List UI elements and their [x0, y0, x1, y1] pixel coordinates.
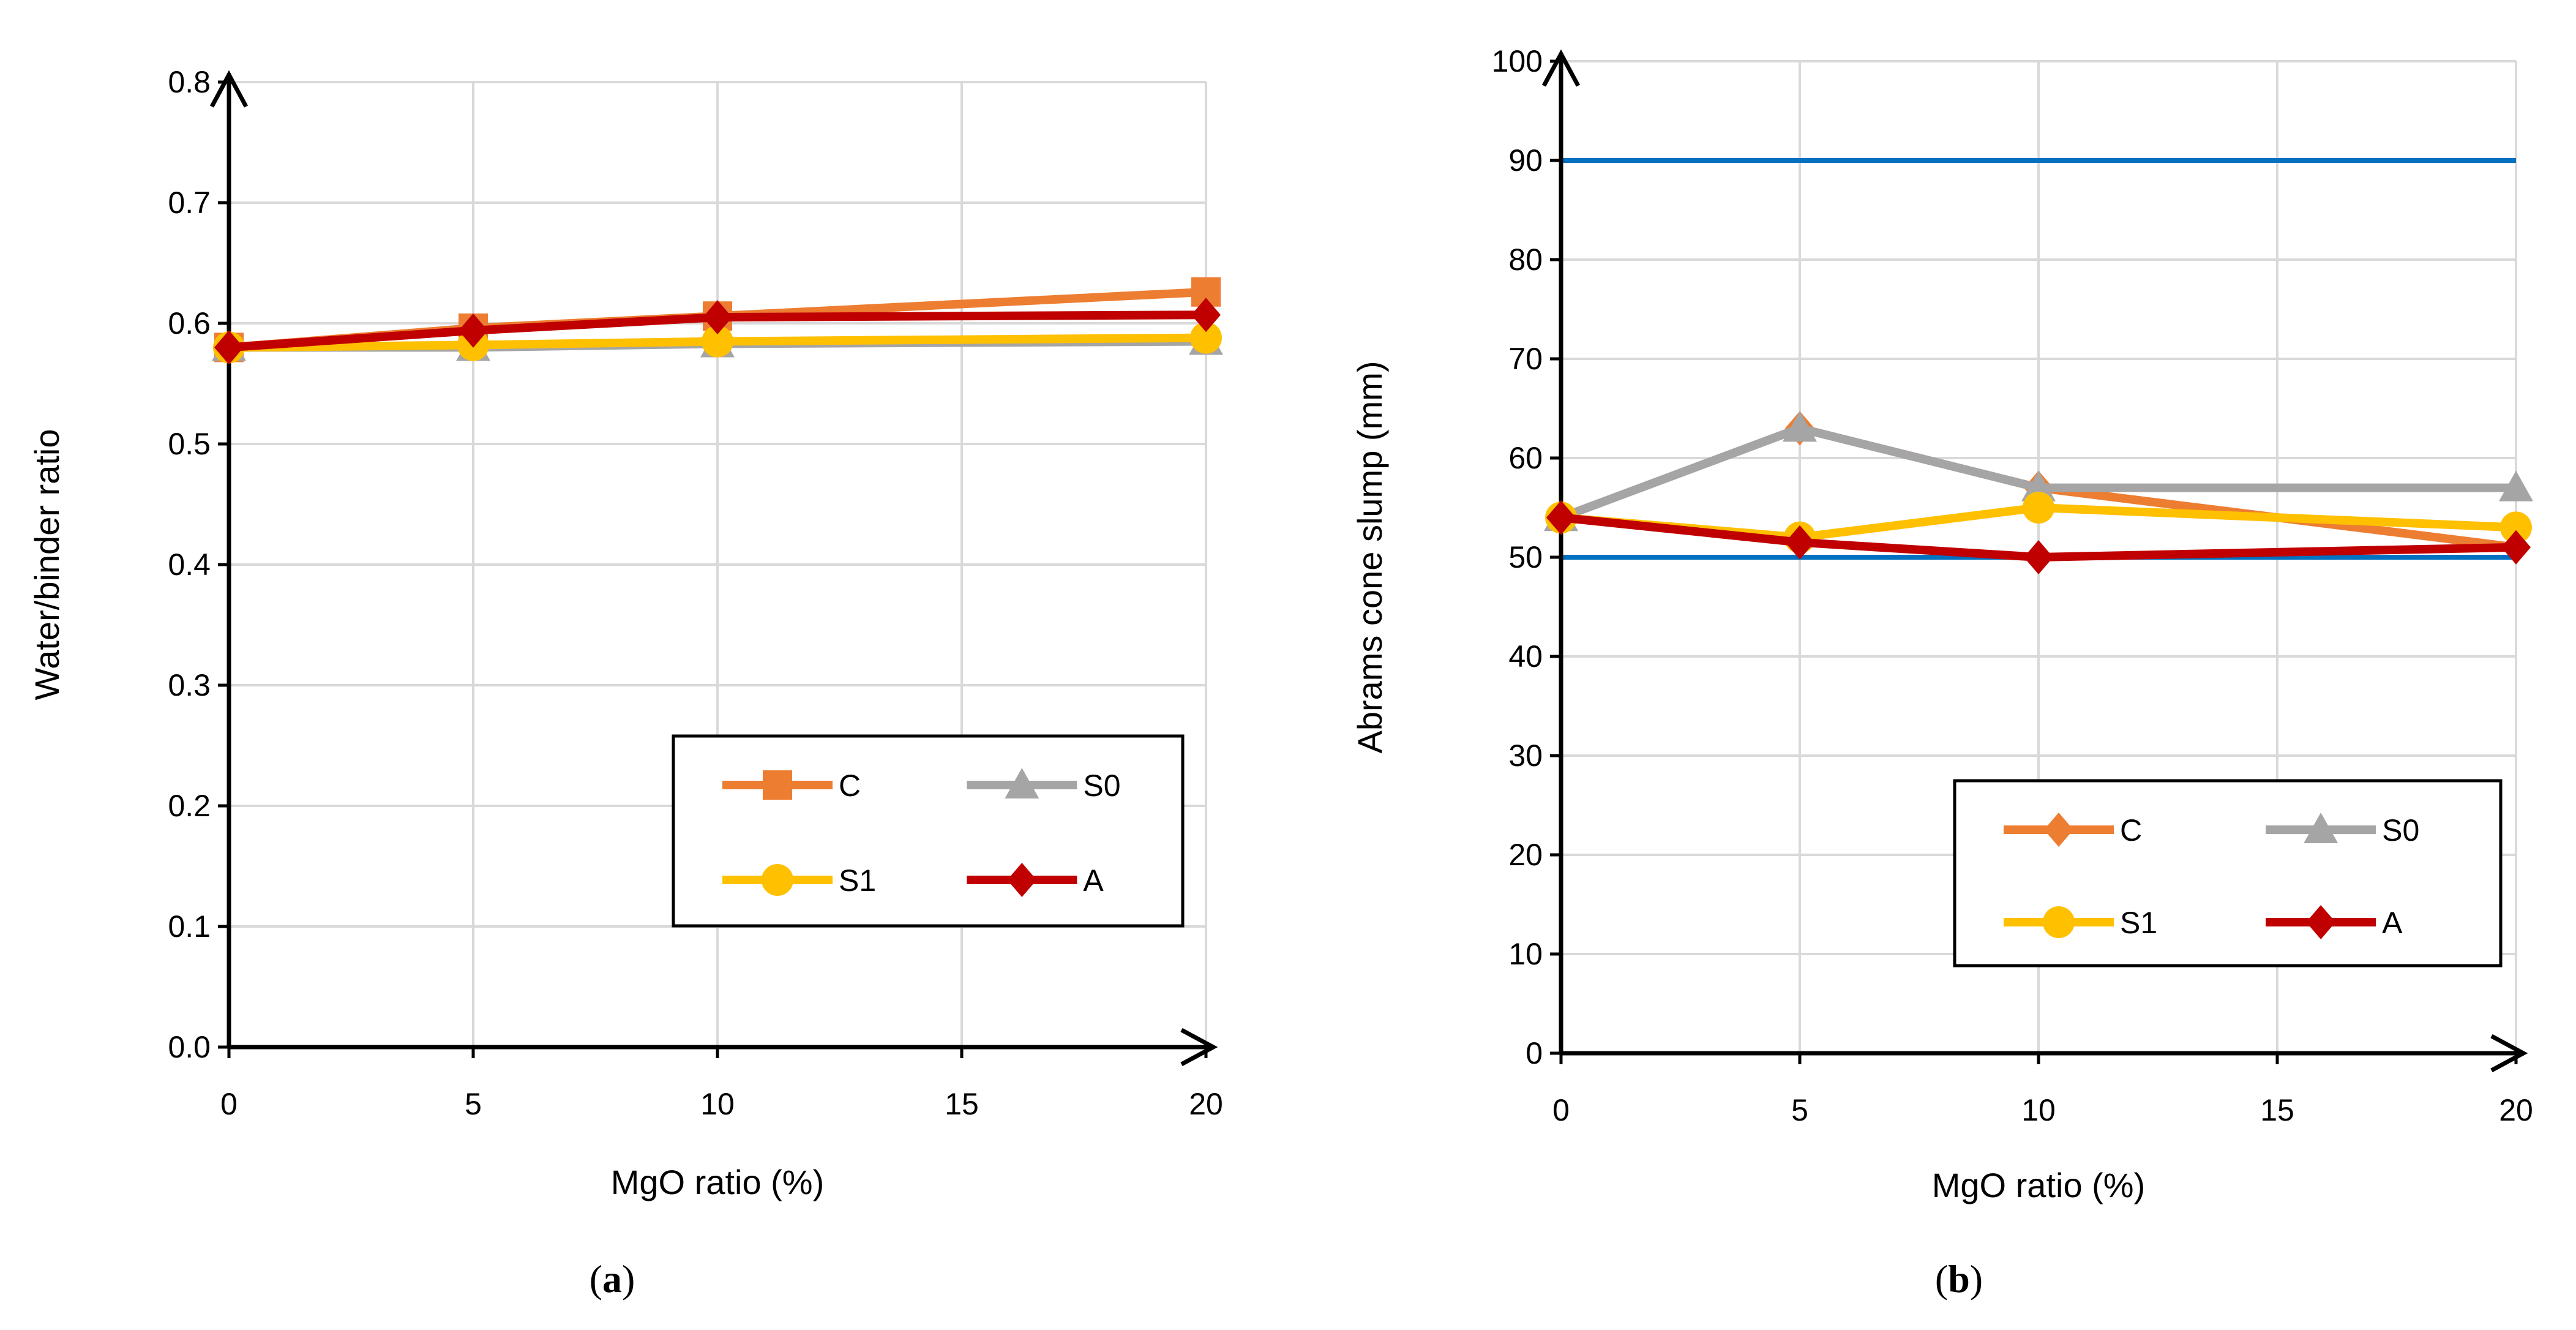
legend-marker-A [2306, 905, 2336, 939]
series-line-S1 [228, 333, 1207, 352]
legend-marker-C [2044, 813, 2073, 847]
y-tick-label: 60 [1508, 441, 1543, 475]
legend-label-S1: S1 [839, 863, 876, 898]
data-point-S1 [2023, 492, 2054, 524]
data-point-A [1546, 500, 1576, 535]
y-tick-label: 100 [1492, 44, 1543, 78]
y-tick-label: 90 [1508, 143, 1543, 178]
data-point-S0 [1783, 411, 1817, 442]
y-tick-label: 0.6 [168, 306, 211, 340]
y-tick-label: 20 [1508, 838, 1543, 872]
y-tick-label: 0.7 [168, 186, 211, 220]
x-tick-label: 5 [1791, 1093, 1808, 1127]
legend-box [1953, 779, 2503, 967]
data-point-S1 [702, 325, 733, 358]
legend-label-C: C [2120, 813, 2142, 847]
legend-label-S0: S0 [2382, 813, 2419, 847]
series-line-A [1560, 513, 2517, 562]
data-point-S1 [1190, 321, 1222, 354]
y-axis-arrow [209, 70, 249, 108]
y-tick-label: 0.1 [168, 909, 211, 944]
x-axis-label: MgO ratio (%) [611, 1163, 825, 1201]
data-point-A [2501, 530, 2531, 565]
legend-box [672, 734, 1185, 928]
legend-marker-S0 [2304, 813, 2338, 843]
legend-label-A: A [2382, 906, 2403, 940]
x-tick-label: 5 [465, 1087, 482, 1121]
data-point-A [703, 300, 732, 335]
data-point-A [1191, 298, 1221, 332]
legend-marker-A [1007, 863, 1037, 897]
y-tick-label: 50 [1508, 540, 1543, 574]
panel-label: (b) [1935, 1257, 1983, 1301]
y-tick-label: 10 [1508, 937, 1543, 971]
y-tick-label: 0.8 [168, 65, 211, 99]
y-tick-label: 30 [1508, 738, 1543, 773]
data-point-S0 [2499, 470, 2533, 502]
legend-label-C: C [839, 768, 861, 803]
panel-label: (a) [590, 1257, 635, 1301]
x-tick-label: 20 [1189, 1087, 1223, 1121]
data-point-S0 [2021, 470, 2056, 502]
x-tick-label: 0 [1552, 1093, 1570, 1127]
chart-b: 0 10 20 30 40 50 60 70 80 90 100 0 5 10 15 20 MgO ratio … [1350, 44, 2533, 1301]
legend-marker-C [763, 770, 792, 800]
data-point-A [1785, 525, 1814, 560]
y-tick-label: 0.0 [168, 1030, 211, 1064]
y-tick-label: 0.5 [168, 427, 211, 461]
y-tick-label: 0.3 [168, 668, 211, 702]
chart-a: 0.0 0.1 0.2 0.3 0.4 0.5 0.6 0.7 0.8 0 5 10 15 20 MgO r… [28, 65, 1223, 1301]
series-line-S0 [1559, 424, 2516, 522]
y-axis-label: Water/binder ratio [28, 429, 66, 701]
data-point-A [2024, 540, 2053, 574]
legend-marker-S0 [1005, 768, 1039, 798]
x-tick-label: 0 [220, 1087, 238, 1121]
y-tick-label: 0.2 [168, 789, 211, 823]
x-tick-label: 20 [2499, 1093, 2533, 1127]
data-point-A [214, 330, 244, 365]
x-tick-label: 15 [2260, 1093, 2294, 1127]
legend-label-S1: S1 [2120, 906, 2157, 940]
y-axis-arrow [1541, 49, 1581, 87]
y-tick-label: 0 [1526, 1036, 1543, 1070]
x-axis-arrow [1180, 1028, 1218, 1067]
legend-marker-S1 [2043, 906, 2075, 938]
x-tick-label: 10 [700, 1087, 735, 1121]
x-tick-label: 15 [945, 1087, 979, 1121]
y-axis-label: Abrams cone slump (mm) [1350, 361, 1389, 753]
x-axis-label: MgO ratio (%) [1932, 1166, 2146, 1204]
legend-label-S0: S0 [1083, 768, 1120, 803]
x-tick-label: 10 [2021, 1093, 2056, 1127]
legend-label-A: A [1083, 863, 1104, 898]
legend-marker-S1 [762, 864, 793, 896]
data-point-S1 [2500, 511, 2532, 544]
data-point-A [459, 313, 488, 348]
series-line-A [228, 310, 1207, 352]
y-tick-label: 80 [1508, 242, 1543, 277]
y-tick-label: 40 [1508, 639, 1543, 674]
y-tick-label: 0.4 [168, 547, 211, 582]
y-tick-label: 70 [1508, 342, 1543, 376]
x-axis-arrow [2490, 1034, 2528, 1073]
